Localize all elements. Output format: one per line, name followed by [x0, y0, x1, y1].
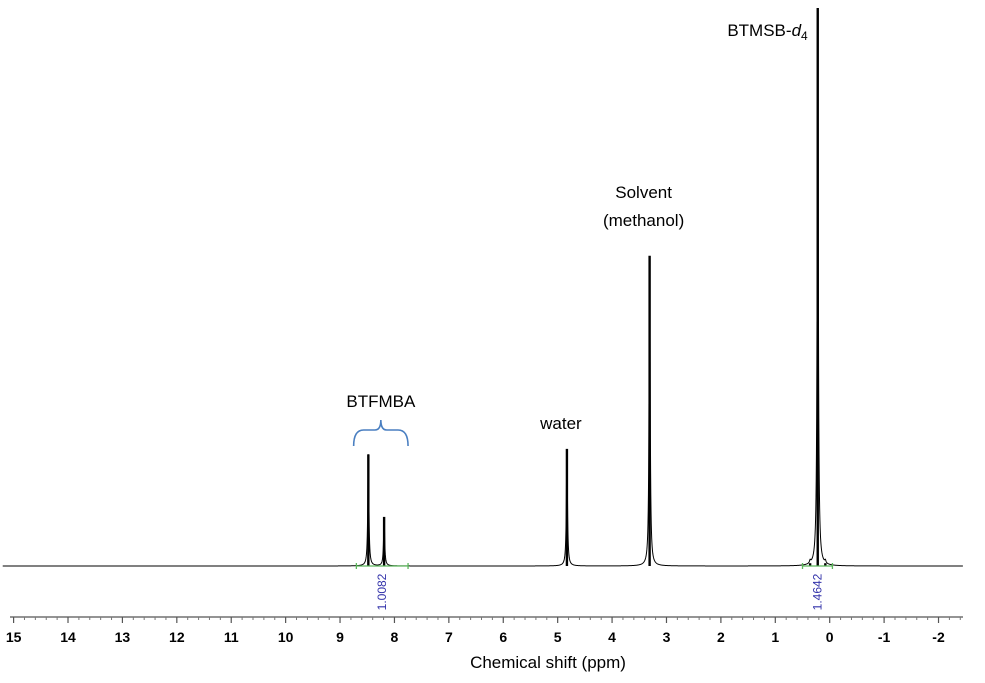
integral-value: 1.0082 — [375, 573, 389, 610]
x-tick-label: 7 — [445, 629, 453, 645]
x-tick-label: 13 — [115, 629, 131, 645]
annotation-water: water — [539, 414, 582, 433]
x-tick-label: 10 — [278, 629, 294, 645]
x-tick-label: 9 — [336, 629, 344, 645]
annotation-btfmba: BTFMBA — [346, 392, 416, 411]
spectrum — [2, 7, 963, 567]
x-tick-label: 4 — [608, 629, 616, 645]
integral-value: 1.4642 — [810, 573, 824, 610]
x-axis-title: Chemical shift (ppm) — [470, 653, 626, 672]
integrals: 1.0082 1.4642 — [355, 563, 834, 610]
annotation-btmsb: BTMSB-d4 — [727, 21, 808, 43]
btfmba-brace — [352, 419, 409, 447]
x-tick-label: 5 — [554, 629, 562, 645]
x-tick-label: 12 — [169, 629, 185, 645]
integral-bracket — [801, 563, 834, 569]
annotations: BTMSB-d4 Solvent (methanol) water BTFMBA — [346, 21, 808, 447]
integral-bracket — [355, 563, 409, 569]
x-tick-label: 6 — [499, 629, 507, 645]
x-axis: 15 14 13 12 11 10 9 8 7 6 5 4 3 2 1 0 -1 -2 — [6, 616, 963, 645]
x-tick-label: 8 — [391, 629, 399, 645]
x-tick-label: -2 — [932, 629, 945, 645]
x-tick-label: 15 — [6, 629, 22, 645]
x-tick-label: 1 — [771, 629, 779, 645]
x-tick-label: 11 — [224, 629, 239, 645]
x-tick-label: 2 — [717, 629, 725, 645]
annotation-methanol: (methanol) — [603, 211, 684, 230]
x-tick-label: -1 — [878, 629, 891, 645]
x-tick-label: 14 — [60, 629, 76, 645]
x-tick-label: 0 — [826, 629, 834, 645]
x-tick-label: 3 — [663, 629, 671, 645]
annotation-solvent: Solvent — [615, 183, 672, 202]
